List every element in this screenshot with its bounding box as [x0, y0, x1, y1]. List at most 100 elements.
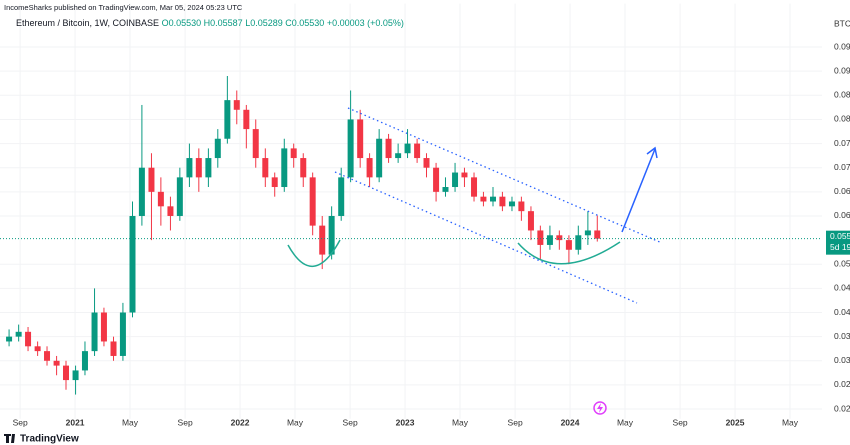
x-tick-label: Sep	[508, 417, 523, 427]
candle-body	[186, 158, 193, 178]
candle-body	[290, 148, 297, 159]
annotations	[287, 107, 663, 304]
candle-body	[395, 153, 402, 159]
price-tag: 0.055 5d 19	[826, 230, 850, 255]
candle-body	[6, 336, 13, 342]
ohlc-close: C0.05530	[285, 18, 324, 28]
candle-body	[300, 158, 307, 178]
candle-body	[537, 230, 544, 245]
candle-body	[262, 158, 269, 178]
candle-body	[433, 167, 440, 192]
x-tick-label: Sep	[343, 417, 358, 427]
y-tick-label: 0.060	[834, 210, 850, 220]
y-tick-label: 0.090	[834, 65, 850, 75]
change: +0.00003 (+0.05%)	[327, 18, 404, 28]
candles	[0, 76, 822, 395]
price-tag-value: 0.055	[830, 231, 850, 241]
y-tick-label: 0.040	[834, 307, 850, 317]
candle-body	[480, 196, 487, 202]
candle-body	[15, 331, 22, 337]
x-tick-label: May	[287, 417, 304, 427]
candle-body	[594, 230, 601, 239]
x-tick-label: May	[452, 417, 469, 427]
candle-body	[508, 201, 515, 207]
logo-mark	[4, 434, 15, 443]
candle-body	[62, 365, 69, 381]
candle-body	[471, 177, 478, 197]
candle-body	[442, 187, 449, 192]
brand: TradingView	[20, 434, 79, 445]
event-circle[interactable]	[593, 401, 607, 415]
candle-body	[518, 201, 525, 212]
candle-body	[157, 191, 164, 207]
y-tick-label: 0.030	[834, 355, 850, 365]
x-tick-label: May	[617, 417, 634, 427]
symbol: Ethereum / Bitcoin, 1W, COINBASE	[16, 18, 159, 28]
candle-body	[499, 196, 506, 207]
candle-body	[205, 158, 212, 178]
y-tick-label: 0.035	[834, 331, 850, 341]
candle-body	[461, 172, 468, 178]
candle-body	[423, 158, 430, 168]
candle-body	[214, 138, 221, 159]
x-tick-label: 2024	[561, 417, 580, 427]
candle-body	[414, 143, 421, 159]
candle-body	[72, 370, 79, 381]
event-icon[interactable]	[593, 401, 607, 415]
x-tick-label: Sep	[178, 417, 193, 427]
candle-body	[584, 230, 591, 236]
candle-body	[366, 158, 373, 178]
candle-body	[34, 346, 41, 352]
y-tick-label: 0.065	[834, 186, 850, 196]
candle-body	[81, 351, 88, 371]
candle-body	[357, 119, 364, 159]
y-tick-label: 0.050	[834, 258, 850, 268]
candle-body	[309, 177, 316, 226]
x-tick-label: 2025	[726, 417, 745, 427]
candle-body	[233, 100, 240, 110]
publisher: IncomeSharks published on TradingView.co…	[4, 3, 243, 12]
y-tick-label: 0.045	[834, 283, 850, 293]
candle-body	[565, 240, 572, 250]
arrow-head	[646, 146, 658, 159]
candle-body	[271, 177, 278, 188]
candle-body	[119, 312, 126, 356]
x-tick-label: Sep	[13, 417, 28, 427]
candle-body	[546, 235, 553, 245]
candle-body	[243, 109, 250, 130]
y-tick-label: 0.095	[834, 41, 850, 51]
ohlc-open: O0.05530	[162, 18, 202, 28]
y-tick-label: 0.085	[834, 90, 850, 100]
x-tick-label: 2021	[66, 417, 85, 427]
candle-body	[224, 100, 231, 139]
y-tick-label: 0.070	[834, 162, 850, 172]
candle-body	[138, 167, 145, 216]
arrow	[621, 148, 656, 233]
candle-body	[53, 360, 60, 366]
candle-body	[404, 143, 411, 154]
event-bolt[interactable]	[597, 403, 603, 413]
channel-upper	[347, 107, 663, 244]
candle-body	[281, 148, 288, 188]
y-unit: BTC	[834, 18, 850, 28]
candle-body	[452, 172, 459, 188]
y-tick-label: 0.080	[834, 114, 850, 124]
candle-body	[385, 138, 392, 159]
x-tick-label: Sep	[673, 417, 688, 427]
logo: TradingView	[4, 434, 79, 445]
candle-body	[490, 196, 497, 202]
y-tick-label: 0.025	[834, 379, 850, 389]
x-tick-label: May	[782, 417, 799, 427]
candle-body	[347, 119, 354, 178]
candle-body	[376, 138, 383, 178]
candle-body	[176, 177, 183, 216]
x-tick-label: 2023	[396, 417, 415, 427]
candle-body	[91, 312, 98, 352]
candle-body	[575, 235, 582, 250]
candle-body	[319, 225, 326, 255]
ohlc-low: L0.05289	[245, 18, 283, 28]
x-tick-label: 2022	[231, 417, 250, 427]
candle-body	[44, 351, 51, 361]
ohlc-high: H0.05587	[204, 18, 243, 28]
